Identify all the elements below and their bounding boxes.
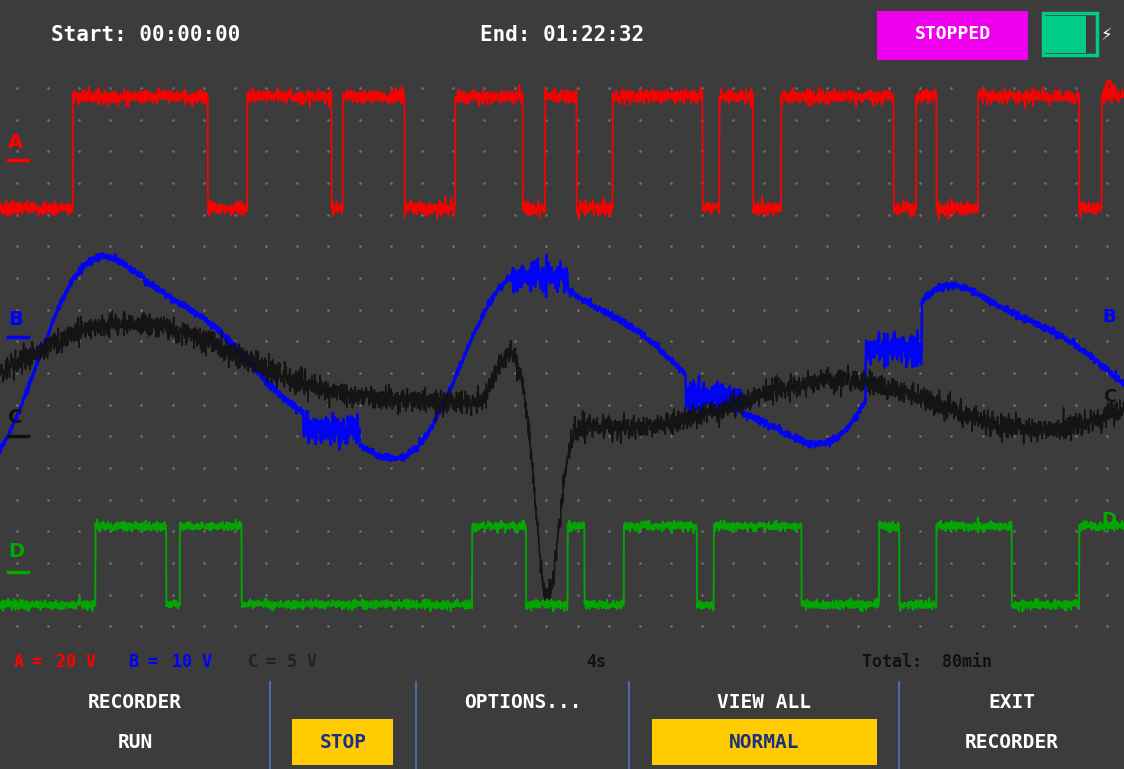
Text: Start: 00:00:00: Start: 00:00:00 bbox=[52, 25, 241, 45]
Text: =: = bbox=[265, 653, 275, 671]
Text: ⚡: ⚡ bbox=[1100, 26, 1112, 45]
Text: 20 V: 20 V bbox=[56, 653, 97, 671]
Text: B: B bbox=[1103, 308, 1116, 326]
Bar bbox=[292, 720, 393, 765]
Text: 5 V: 5 V bbox=[287, 653, 317, 671]
Text: 4s: 4s bbox=[586, 653, 606, 671]
Text: C: C bbox=[247, 653, 257, 671]
Text: A: A bbox=[1103, 79, 1116, 97]
Text: C: C bbox=[8, 408, 22, 427]
Text: RECORDER: RECORDER bbox=[964, 733, 1059, 752]
Text: B: B bbox=[129, 653, 139, 671]
Text: STOP: STOP bbox=[319, 733, 366, 752]
Text: RECORDER: RECORDER bbox=[88, 693, 182, 712]
Text: C: C bbox=[1103, 388, 1116, 406]
Text: OPTIONS...: OPTIONS... bbox=[464, 693, 581, 712]
Text: NORMAL: NORMAL bbox=[729, 733, 799, 752]
Text: A: A bbox=[8, 133, 22, 151]
Text: 10 V: 10 V bbox=[172, 653, 212, 671]
Bar bbox=[1045, 16, 1086, 53]
Text: B: B bbox=[8, 311, 22, 329]
Bar bbox=[877, 11, 1028, 60]
Text: RUN: RUN bbox=[117, 733, 153, 752]
Text: Total:  80min: Total: 80min bbox=[862, 653, 992, 671]
Bar bbox=[652, 720, 877, 765]
Text: =: = bbox=[31, 653, 42, 671]
Text: End: 01:22:32: End: 01:22:32 bbox=[480, 25, 644, 45]
Text: =: = bbox=[147, 653, 157, 671]
Text: D: D bbox=[8, 542, 24, 561]
Text: VIEW ALL: VIEW ALL bbox=[717, 693, 812, 712]
Bar bbox=[1043, 13, 1097, 55]
Text: STOPPED: STOPPED bbox=[915, 25, 991, 43]
Text: EXIT: EXIT bbox=[988, 693, 1035, 712]
Text: A: A bbox=[13, 653, 24, 671]
Text: D: D bbox=[1102, 511, 1116, 530]
